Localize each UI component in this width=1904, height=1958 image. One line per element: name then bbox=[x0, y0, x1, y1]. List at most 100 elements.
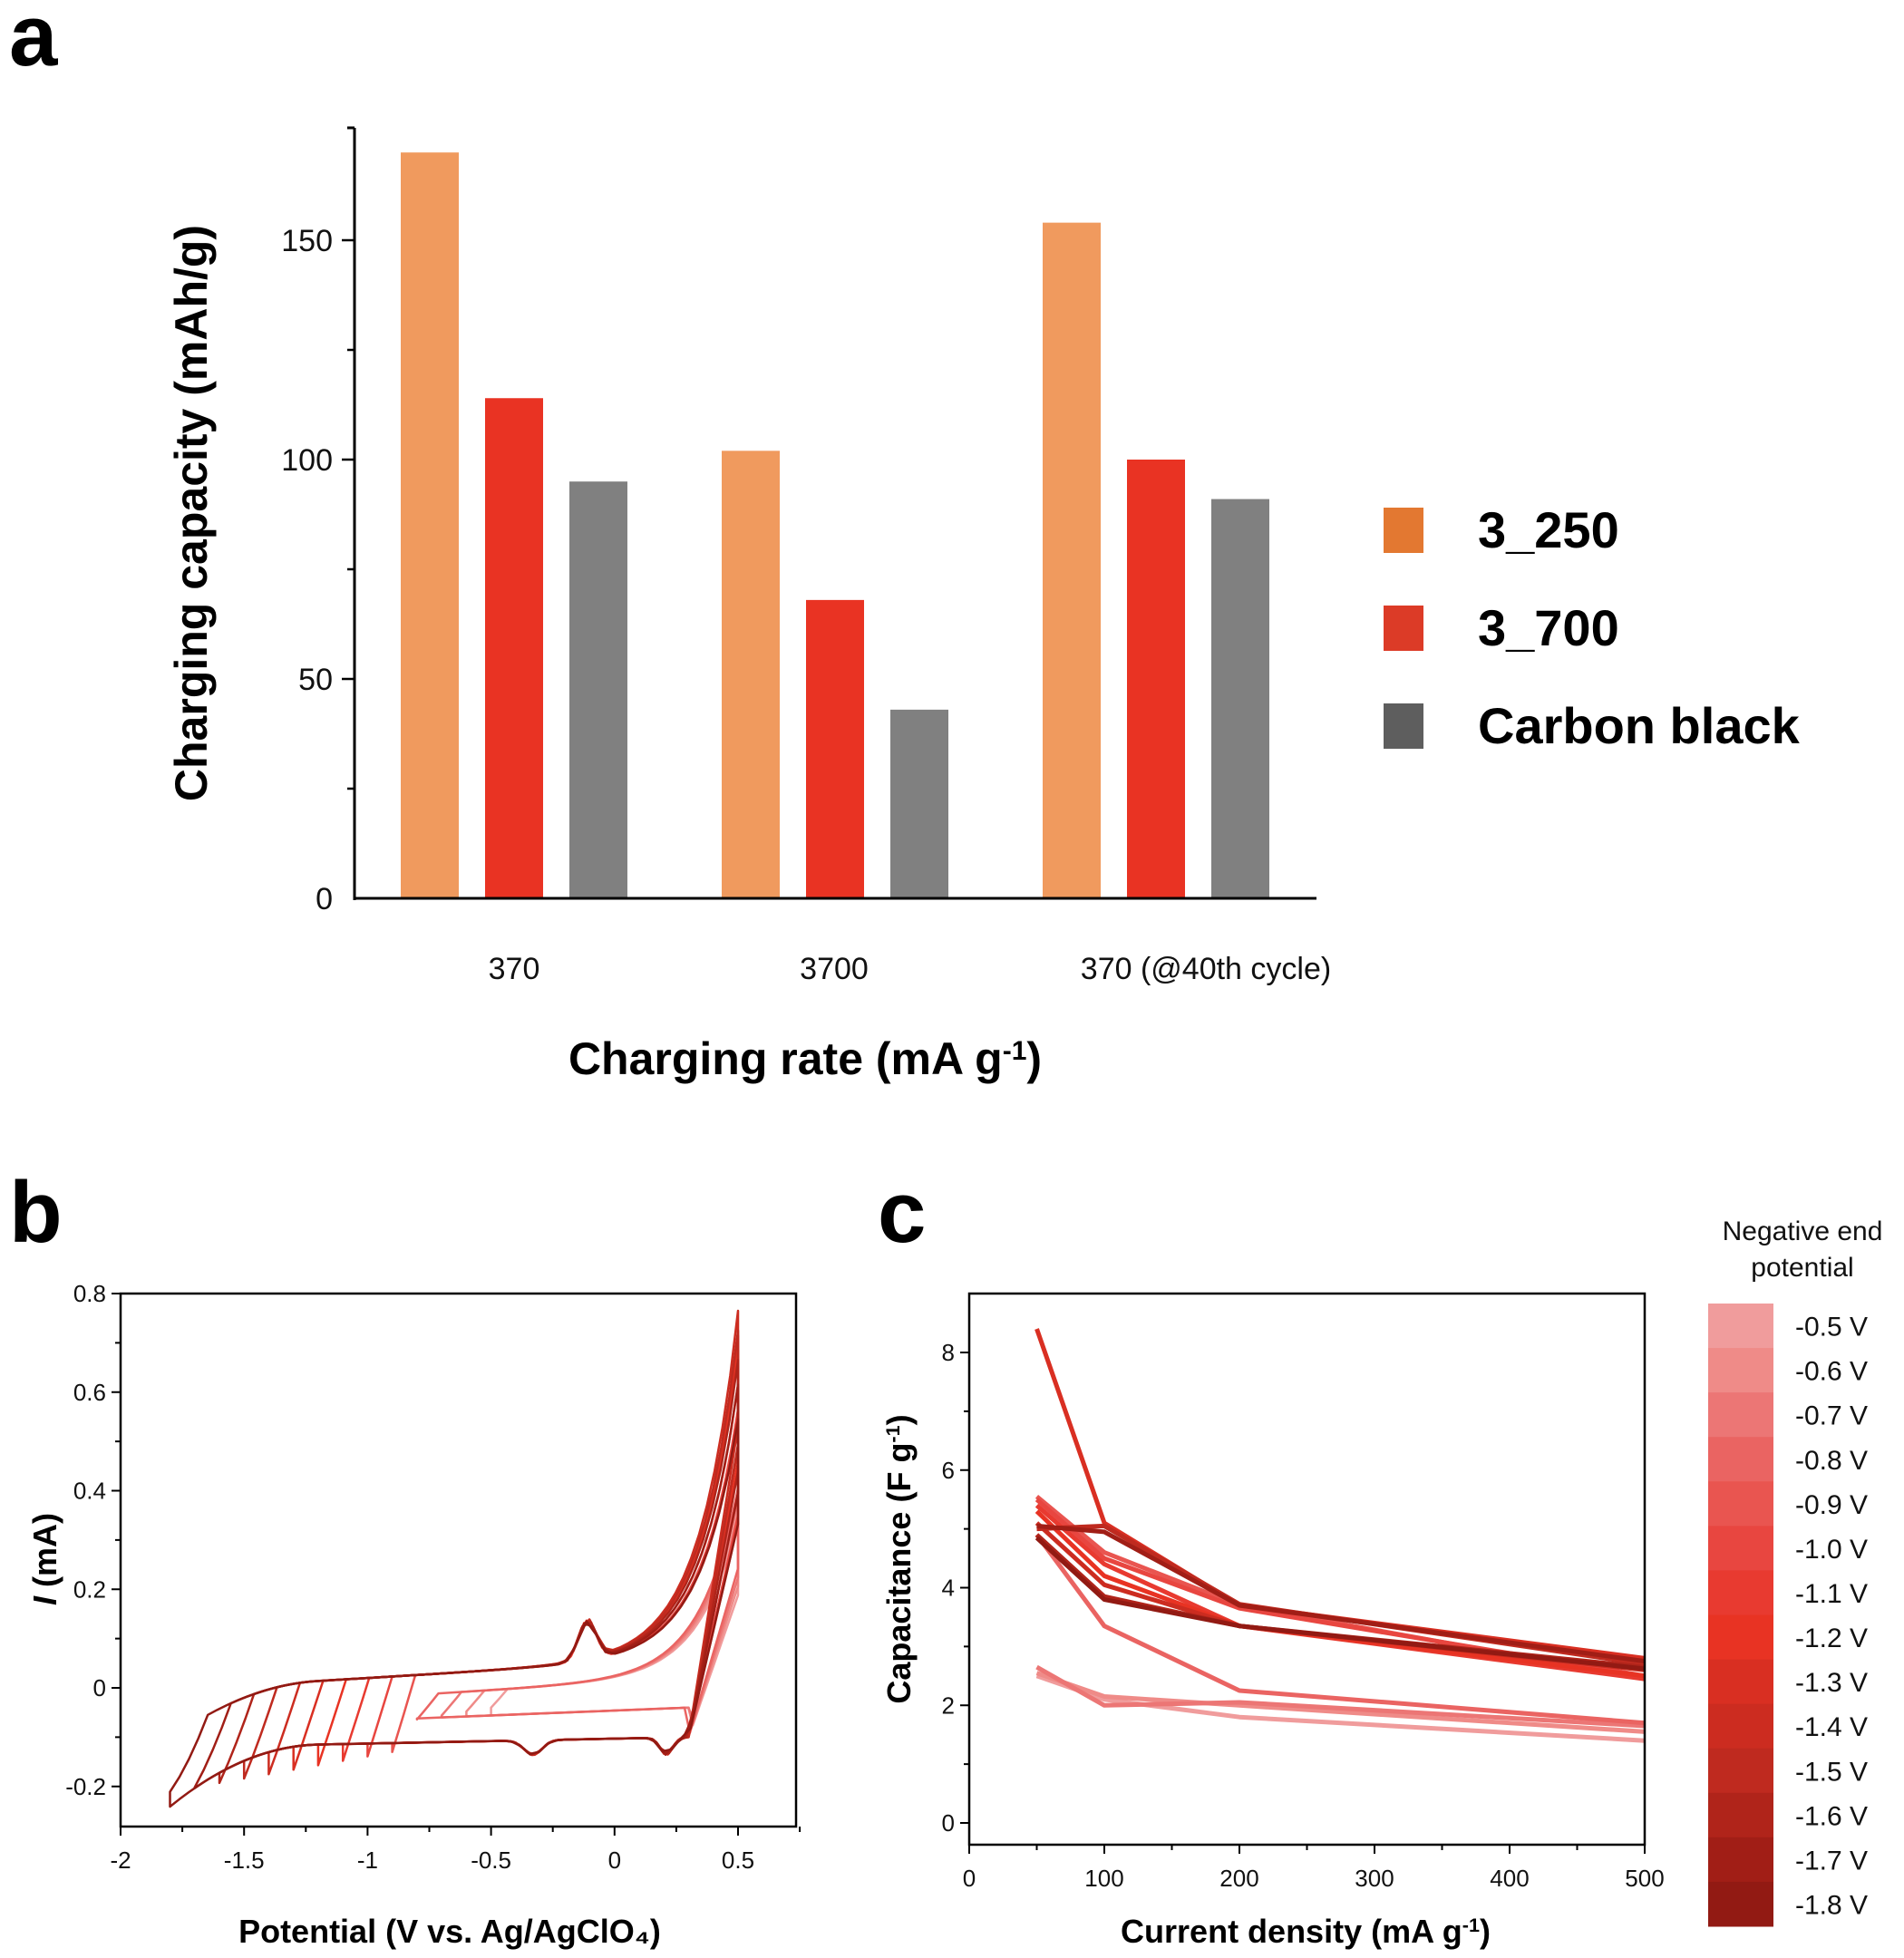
legend-swatch bbox=[1384, 508, 1423, 553]
bar-3_250 bbox=[1043, 222, 1101, 898]
series-line--08V bbox=[1035, 1533, 1646, 1726]
y-axis-title: I (mA) bbox=[26, 1513, 63, 1605]
x-tick-label: 0 bbox=[963, 1865, 976, 1892]
cv-curve bbox=[169, 1418, 740, 1808]
y-tick-label: 0 bbox=[93, 1674, 106, 1701]
y-axis-title: Capacitance (F g-1) bbox=[880, 1414, 918, 1703]
colorbar-label: -1.2 V bbox=[1795, 1624, 1868, 1653]
colorbar-label: -0.7 V bbox=[1795, 1401, 1868, 1431]
x-tick-label: -2 bbox=[110, 1847, 131, 1874]
series-line--12V bbox=[1035, 1509, 1646, 1679]
y-tick-label: 0.2 bbox=[73, 1575, 106, 1603]
legend: 3_250 3_700 Carbon black bbox=[1384, 501, 1801, 754]
x-tick-label: 400 bbox=[1490, 1865, 1529, 1892]
colorbar-label: -1.1 V bbox=[1795, 1579, 1868, 1609]
x-tick-label: 300 bbox=[1355, 1865, 1394, 1892]
colorbar-label: -1.4 V bbox=[1795, 1712, 1868, 1742]
bar-3_250 bbox=[722, 451, 780, 898]
colorbar-cell bbox=[1708, 1659, 1773, 1705]
bar-3_700 bbox=[485, 398, 543, 898]
colorbar-label: -0.9 V bbox=[1795, 1490, 1868, 1520]
bar-3_250 bbox=[401, 152, 459, 898]
colorbar-cell bbox=[1708, 1437, 1773, 1482]
bars-group bbox=[401, 152, 1269, 898]
x-tick-label: 3700 bbox=[800, 952, 869, 986]
axes bbox=[342, 126, 1316, 900]
x-tick-label: -0.5 bbox=[471, 1847, 511, 1874]
legend-swatch bbox=[1384, 703, 1423, 749]
colorbar-label: -1.8 V bbox=[1795, 1890, 1868, 1920]
x-axis-title: Potential (V vs. Ag/AgClO₄) bbox=[238, 1913, 661, 1950]
colorbar-label: -1.0 V bbox=[1795, 1535, 1868, 1565]
x-tick-label: 100 bbox=[1084, 1865, 1123, 1892]
x-axis-title: Charging rate (mA g-1) bbox=[568, 1033, 1042, 1084]
colorbar-label: -0.8 V bbox=[1795, 1446, 1868, 1476]
y-tick-label: 50 bbox=[298, 663, 333, 697]
y-axis-title: Charging capacity (mAh/g) bbox=[166, 225, 217, 801]
cv-curve bbox=[341, 1383, 740, 1762]
cv-curve bbox=[218, 1359, 740, 1785]
colorbar-cell bbox=[1708, 1614, 1773, 1661]
series-line--18V bbox=[1035, 1536, 1646, 1672]
tick-labels: -0.2 0 0.2 0.4 0.6 0.8 -2 -1.5 -1 -0.5 0 0.5 bbox=[65, 1280, 754, 1874]
tick-labels: 0 2 4 6 8 0 100 200 300 400 500 bbox=[942, 1339, 1665, 1892]
x-axis-title: Current density (mA g-1) bbox=[1121, 1913, 1491, 1950]
x-tick-label: -1 bbox=[357, 1847, 378, 1874]
legend-label: 3_250 bbox=[1478, 501, 1619, 558]
x-tick-label: 200 bbox=[1219, 1865, 1258, 1892]
panel-label-c: c bbox=[878, 1164, 926, 1261]
y-tick-label: 6 bbox=[942, 1457, 955, 1484]
colorbar-cell bbox=[1708, 1304, 1773, 1349]
colorbar-cell bbox=[1708, 1703, 1773, 1750]
colorbar-cell bbox=[1708, 1748, 1773, 1794]
colorbar-cell bbox=[1708, 1348, 1773, 1393]
colorbar-cell bbox=[1708, 1526, 1773, 1571]
panel-label-b: b bbox=[9, 1164, 63, 1261]
y-tick-label: 150 bbox=[281, 224, 333, 258]
cv-curve bbox=[415, 1487, 740, 1734]
colorbar-label: -0.5 V bbox=[1795, 1313, 1868, 1342]
cv-curve bbox=[440, 1497, 740, 1723]
bar-carbon-black bbox=[890, 709, 948, 898]
series-lines bbox=[1035, 1328, 1646, 1743]
panel-b-cv-chart: -0.2 0 0.2 0.4 0.6 0.8 -2 -1.5 -1 -0.5 0 0.5 I (mA)… bbox=[26, 1280, 801, 1950]
y-tick-label: 0 bbox=[316, 882, 333, 916]
y-tick-label: 0 bbox=[942, 1809, 955, 1837]
x-tick-labels: 370 3700 370 (@40th cycle) bbox=[489, 952, 1332, 986]
colorbar-cell bbox=[1708, 1792, 1773, 1838]
colorbar-legend: Negative end potential -0.5 V -0.6 V -0.7 … bbox=[1708, 1216, 1882, 1927]
y-tick-label: 0.6 bbox=[73, 1379, 106, 1406]
plot-frame bbox=[119, 1292, 798, 1828]
colorbar-cell bbox=[1708, 1837, 1773, 1883]
bar-3_700 bbox=[1127, 460, 1185, 898]
y-tick-labels: 0 50 100 150 bbox=[281, 224, 333, 916]
colorbar-label: -1.6 V bbox=[1795, 1801, 1868, 1831]
colorbar-label: -0.6 V bbox=[1795, 1357, 1868, 1387]
y-tick-label: 2 bbox=[942, 1691, 955, 1719]
panel-label-a: a bbox=[9, 0, 58, 84]
x-tick-label: 500 bbox=[1625, 1865, 1664, 1892]
colorbar-cell bbox=[1708, 1392, 1773, 1438]
panel-a-bar-chart: 0 50 100 150 370 3700 370 (@40th cycle) Charg… bbox=[166, 126, 1801, 1084]
legend-label: Carbon black bbox=[1478, 697, 1801, 754]
legend-swatch bbox=[1384, 606, 1423, 651]
panel-c-capacitance-chart: 0 2 4 6 8 0 100 200 300 400 500 Capacitance (F g-1… bbox=[880, 1292, 1665, 1950]
y-tick-label: 0.4 bbox=[73, 1478, 106, 1505]
colorbar-label: -1.3 V bbox=[1795, 1668, 1868, 1698]
colorbar-cell bbox=[1708, 1570, 1773, 1615]
series-line--07V bbox=[1035, 1664, 1646, 1729]
x-tick-label: 370 (@40th cycle) bbox=[1081, 952, 1331, 986]
legend-label: 3_700 bbox=[1478, 599, 1619, 656]
colorbar-title-line1: Negative end bbox=[1723, 1216, 1883, 1246]
x-tick-label: 0.5 bbox=[722, 1847, 754, 1874]
y-tick-label: 100 bbox=[281, 443, 333, 478]
y-tick-label: 4 bbox=[942, 1575, 955, 1602]
bar-3_700 bbox=[806, 599, 864, 898]
y-tick-label: -0.2 bbox=[65, 1773, 106, 1800]
colorbar-label: -1.5 V bbox=[1795, 1757, 1868, 1787]
bar-carbon-black bbox=[1211, 499, 1269, 898]
colorbar-label: -1.7 V bbox=[1795, 1846, 1868, 1876]
axes bbox=[112, 1292, 801, 1836]
cv-curve bbox=[316, 1349, 740, 1767]
